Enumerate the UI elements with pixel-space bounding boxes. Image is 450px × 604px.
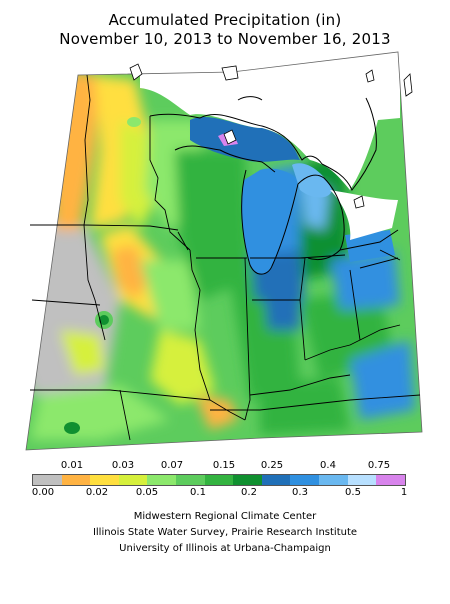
legend-swatch bbox=[61, 475, 91, 485]
legend-color-bar bbox=[32, 474, 406, 486]
legend-swatch bbox=[347, 475, 377, 485]
legend-swatch bbox=[176, 475, 205, 485]
legend-swatch bbox=[204, 475, 234, 485]
legend-swatch bbox=[147, 475, 177, 485]
legend-swatch bbox=[376, 475, 405, 485]
legend-label: 0.75 bbox=[367, 460, 391, 471]
legend-label: 0.07 bbox=[160, 460, 184, 471]
legend-swatch bbox=[118, 475, 148, 485]
legend-swatch bbox=[233, 475, 262, 485]
map-date-range: November 10, 2013 to November 16, 2013 bbox=[59, 30, 391, 48]
legend-label: 0.4 bbox=[320, 460, 336, 471]
legend-label: 0.05 bbox=[135, 487, 159, 498]
legend-label: 0.00 bbox=[31, 487, 55, 498]
legend-label: 0.03 bbox=[111, 460, 135, 471]
legend-label: 0.2 bbox=[241, 487, 257, 498]
great-lakes-shoreline bbox=[149, 96, 399, 275]
islands bbox=[129, 63, 413, 209]
precipitation-field bbox=[26, 52, 422, 450]
legend-label: 0.15 bbox=[212, 460, 236, 471]
legend-swatch bbox=[290, 475, 320, 485]
credit-line: Illinois State Water Survey, Prairie Res… bbox=[92, 527, 358, 538]
credit-line: University of Illinois at Urbana-Champai… bbox=[119, 543, 331, 554]
legend-label: 0.3 bbox=[292, 487, 308, 498]
legend-swatch bbox=[33, 475, 62, 485]
legend-label: 0.5 bbox=[345, 487, 361, 498]
legend-label: 1 bbox=[400, 487, 408, 498]
legend-swatch bbox=[261, 475, 291, 485]
legend-swatch bbox=[90, 475, 119, 485]
map-title: Accumulated Precipitation (in) bbox=[108, 11, 342, 29]
legend-label: 0.1 bbox=[190, 487, 206, 498]
state-boundaries bbox=[30, 74, 421, 441]
legend-label: 0.02 bbox=[85, 487, 109, 498]
legend-label: 0.01 bbox=[60, 460, 84, 471]
credit-line: Midwestern Regional Climate Center bbox=[133, 511, 317, 522]
legend-label: 0.25 bbox=[260, 460, 284, 471]
legend-swatch bbox=[319, 475, 348, 485]
